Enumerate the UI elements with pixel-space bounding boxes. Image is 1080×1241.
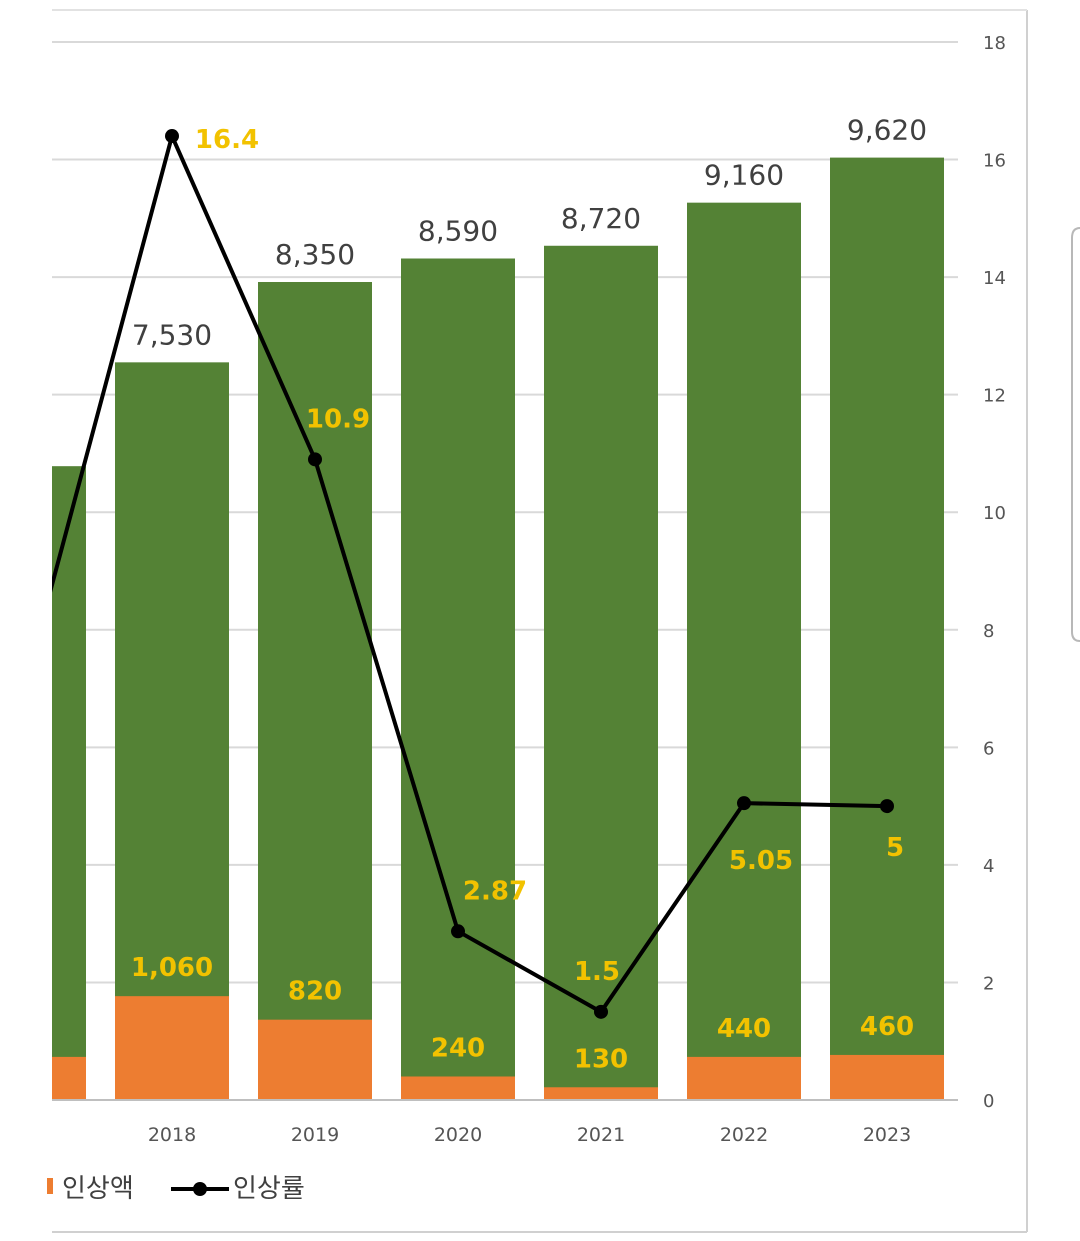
rate-point [308, 452, 322, 467]
increase-amount-label: 820 [288, 977, 342, 1007]
y2-tick-label: 0 [983, 1091, 994, 1112]
y2-tick-label: 18 [983, 33, 1006, 54]
bar-total [401, 258, 515, 1100]
legend-dot-marker [193, 1182, 207, 1196]
rate-point [880, 799, 894, 814]
increase-amount-label: 240 [431, 1033, 485, 1063]
rate-value-label: 5.05 [729, 846, 793, 876]
total-value-label: 9,620 [847, 114, 927, 147]
y2-tick-label: 2 [983, 973, 994, 994]
bar-total [115, 362, 229, 1101]
y2-tick-label: 12 [983, 386, 1006, 407]
rate-point [737, 796, 751, 811]
y2-tick-label: 6 [983, 738, 994, 759]
x-tick-label: 2021 [577, 1124, 625, 1146]
legend-swatch-increase-amount [47, 1178, 53, 1194]
total-value-label: 9,160 [704, 159, 784, 192]
rate-point [451, 924, 465, 939]
bar-increase-amount [687, 1056, 801, 1100]
y2-tick-label: 4 [983, 856, 994, 877]
bar-increase-amount [258, 1019, 372, 1100]
x-tick-label: 2018 [148, 1124, 196, 1146]
rate-point [165, 129, 179, 144]
y2-tick-label: 10 [983, 503, 1006, 524]
y2-tick-label: 14 [983, 268, 1006, 289]
legend-label-increase-amount: 인상액 [62, 1174, 134, 1204]
total-value-label: 8,720 [561, 202, 641, 235]
total-value-label: 8,590 [418, 214, 498, 247]
total-value-label: 7,530 [132, 318, 212, 351]
bar-total [687, 202, 801, 1101]
x-tick-label: 2019 [291, 1124, 339, 1146]
rate-value-label: 10.9 [306, 404, 370, 434]
left-crop-mask [0, 0, 52, 1241]
rate-value-label: 16.4 [195, 125, 259, 155]
total-value-label: 8,350 [275, 238, 355, 271]
rate-point [594, 1004, 608, 1019]
increase-amount-label: 440 [717, 1014, 771, 1044]
increase-amount-label: 130 [574, 1044, 628, 1074]
y2-tick-label: 8 [983, 621, 994, 642]
increase-amount-label: 1,060 [131, 953, 213, 983]
x-tick-label: 2020 [434, 1124, 482, 1146]
side-panel-edge [1071, 227, 1080, 642]
bar-increase-amount [115, 996, 229, 1100]
x-tick-label: 2023 [863, 1124, 911, 1146]
bar-increase-amount [544, 1087, 658, 1100]
bar-increase-amount [830, 1054, 944, 1100]
rate-value-label: 5 [886, 833, 904, 863]
bar-total [258, 282, 372, 1100]
y2-tick-label: 16 [983, 151, 1006, 172]
bar-increase-amount [401, 1076, 515, 1100]
rate-line [27, 129, 894, 1019]
bar-total [830, 157, 944, 1100]
legend-label-increase-rate: 인상률 [233, 1174, 305, 1204]
rate-value-label: 2.87 [463, 876, 527, 906]
rate-value-label: 1.5 [574, 957, 620, 987]
x-tick-label: 2022 [720, 1124, 768, 1146]
increase-amount-label: 460 [860, 1012, 914, 1042]
legend: 인상액 인상률 [47, 1174, 305, 1204]
